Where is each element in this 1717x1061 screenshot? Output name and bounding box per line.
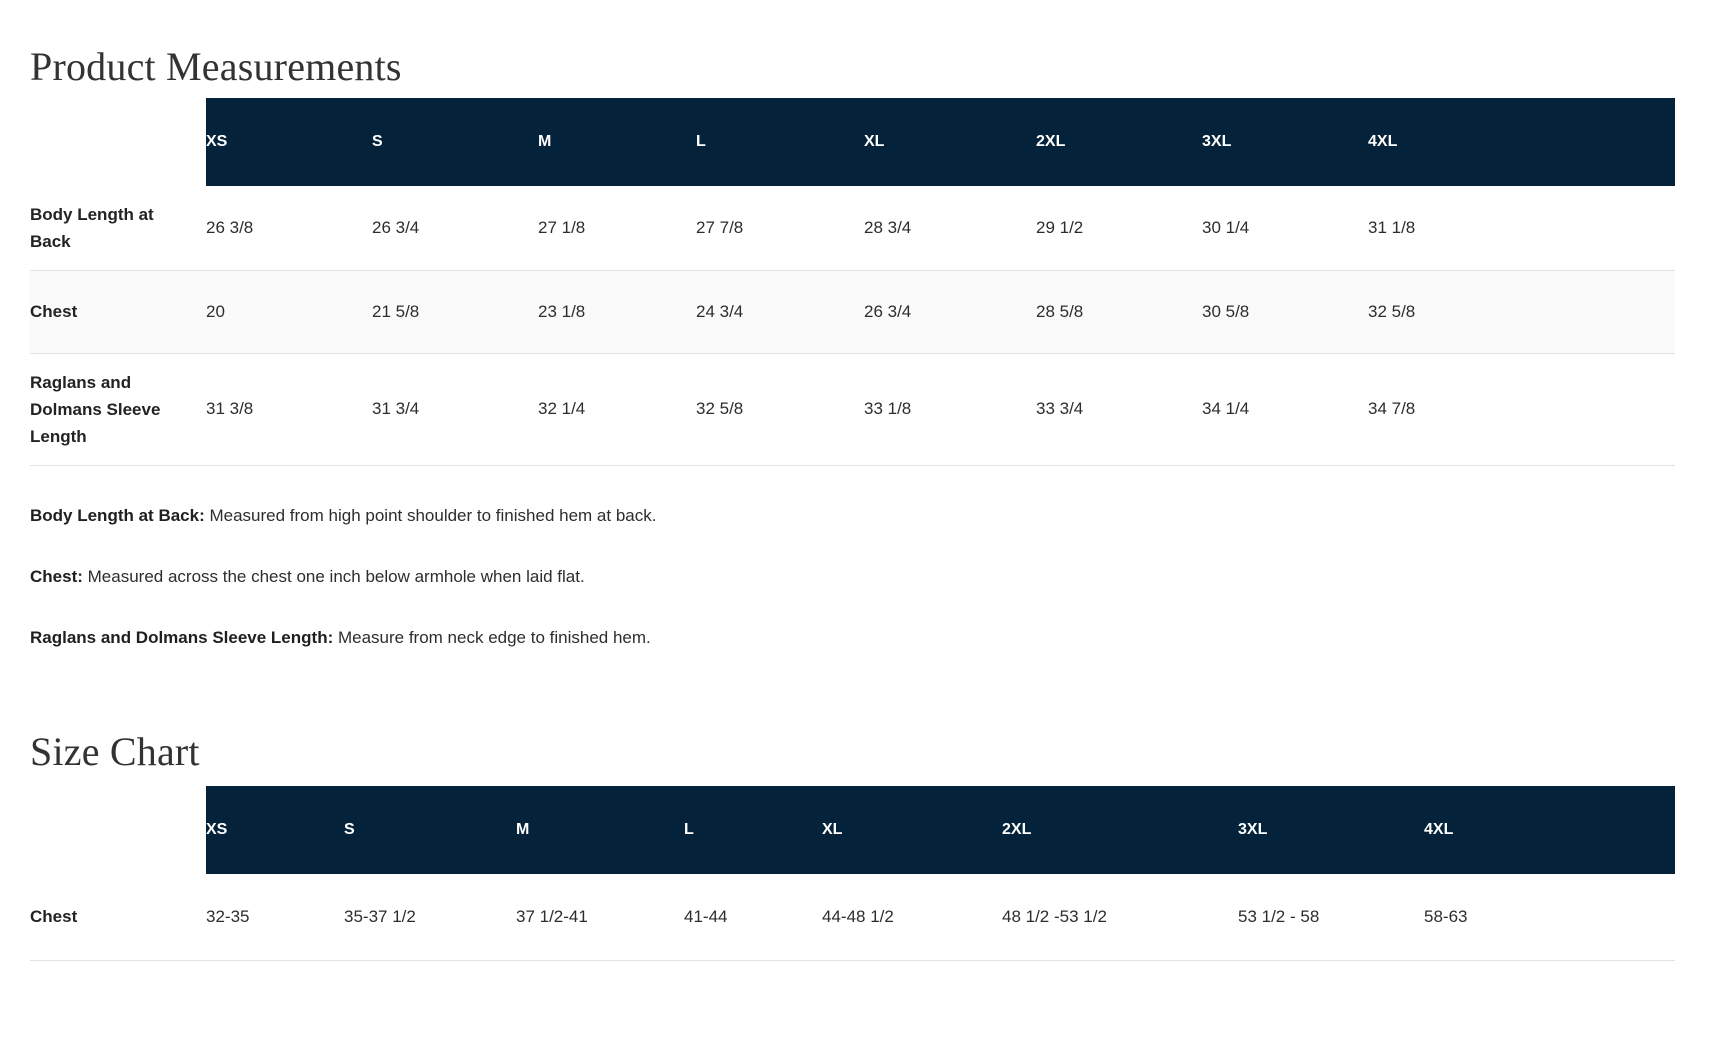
- cell-chest-4xl: 32 5/8: [1368, 270, 1675, 354]
- cell-sizechart-chest-xs: 32-35: [206, 874, 344, 961]
- column-header-l: L: [684, 786, 822, 874]
- column-header-2xl: 2XL: [1036, 98, 1202, 186]
- cell-raglans-2xl: 33 3/4: [1036, 353, 1202, 466]
- description-text: Measure from neck edge to finished hem.: [333, 628, 651, 647]
- cell-body-length-3xl: 30 1/4: [1202, 186, 1368, 271]
- description-chest: Chest: Measured across the chest one inc…: [30, 565, 1330, 589]
- product-measurements-heading: Product Measurements: [30, 43, 402, 89]
- cell-body-length-xs: 26 3/8: [206, 186, 372, 271]
- cell-chest-xs: 20: [206, 270, 372, 354]
- cell-sizechart-chest-l: 41-44: [684, 874, 822, 961]
- table-body: Body Length at Back 26 3/8 26 3/4 27 1/8…: [30, 186, 1675, 466]
- column-header-l: L: [696, 98, 864, 186]
- row-label-header: [30, 98, 206, 186]
- size-chart-heading: Size Chart: [30, 728, 200, 774]
- description-body-length-at-back: Body Length at Back: Measured from high …: [30, 504, 1330, 528]
- cell-body-length-s: 26 3/4: [372, 186, 538, 271]
- table-row: Chest 20 21 5/8 23 1/8 24 3/4 26 3/4 28 …: [30, 270, 1675, 354]
- cell-body-length-2xl: 29 1/2: [1036, 186, 1202, 271]
- description-text: Measured from high point shoulder to fin…: [204, 506, 657, 525]
- cell-body-length-l: 27 7/8: [696, 186, 864, 271]
- column-header-4xl: 4XL: [1424, 786, 1675, 874]
- cell-chest-2xl: 28 5/8: [1036, 270, 1202, 354]
- column-header-s: S: [344, 786, 516, 874]
- table-body: Chest 32-35 35-37 1/2 37 1/2-41 41-44 44…: [30, 874, 1675, 961]
- measurement-descriptions: Body Length at Back: Measured from high …: [30, 487, 1330, 650]
- cell-chest-l: 24 3/4: [696, 270, 864, 354]
- cell-raglans-xl: 33 1/8: [864, 353, 1036, 466]
- cell-sizechart-chest-s: 35-37 1/2: [344, 874, 516, 961]
- cell-chest-m: 23 1/8: [538, 270, 696, 354]
- cell-raglans-4xl: 34 7/8: [1368, 353, 1675, 466]
- description-raglans-dolmans-sleeve-length: Raglans and Dolmans Sleeve Length: Measu…: [30, 626, 1330, 650]
- column-header-4xl: 4XL: [1368, 98, 1675, 186]
- cell-raglans-s: 31 3/4: [372, 353, 538, 466]
- cell-sizechart-chest-2xl: 48 1/2 -53 1/2: [1002, 874, 1238, 961]
- cell-raglans-xs: 31 3/8: [206, 353, 372, 466]
- header-row: XS S M L XL 2XL 3XL 4XL: [30, 786, 1675, 874]
- product-measurements-table: XS S M L XL 2XL 3XL 4XL Body Length at B…: [30, 98, 1675, 466]
- table-row: Chest 32-35 35-37 1/2 37 1/2-41 41-44 44…: [30, 874, 1675, 961]
- column-header-xl: XL: [864, 98, 1036, 186]
- cell-chest-xl: 26 3/4: [864, 270, 1036, 354]
- column-header-2xl: 2XL: [1002, 786, 1238, 874]
- table-header: XS S M L XL 2XL 3XL 4XL: [30, 786, 1675, 874]
- row-label-chest: Chest: [30, 874, 206, 961]
- row-label-header: [30, 786, 206, 874]
- table-row: Raglans and Dolmans Sleeve Length 31 3/8…: [30, 353, 1675, 466]
- cell-body-length-m: 27 1/8: [538, 186, 696, 271]
- cell-sizechart-chest-m: 37 1/2-41: [516, 874, 684, 961]
- description-label: Raglans and Dolmans Sleeve Length:: [30, 628, 334, 647]
- cell-raglans-m: 32 1/4: [538, 353, 696, 466]
- header-row: XS S M L XL 2XL 3XL 4XL: [30, 98, 1675, 186]
- column-header-xs: XS: [206, 786, 344, 874]
- column-header-s: S: [372, 98, 538, 186]
- size-chart-table: XS S M L XL 2XL 3XL 4XL Chest 32-35 35-3…: [30, 786, 1675, 961]
- cell-chest-3xl: 30 5/8: [1202, 270, 1368, 354]
- cell-raglans-l: 32 5/8: [696, 353, 864, 466]
- row-label-raglans-dolmans-sleeve-length: Raglans and Dolmans Sleeve Length: [30, 353, 206, 466]
- table-row: Body Length at Back 26 3/8 26 3/4 27 1/8…: [30, 186, 1675, 271]
- description-label: Chest:: [30, 567, 83, 586]
- cell-sizechart-chest-4xl: 58-63: [1424, 874, 1675, 961]
- column-header-3xl: 3XL: [1202, 98, 1368, 186]
- column-header-xl: XL: [822, 786, 1002, 874]
- column-header-m: M: [538, 98, 696, 186]
- description-text: Measured across the chest one inch below…: [82, 567, 585, 586]
- cell-chest-s: 21 5/8: [372, 270, 538, 354]
- column-header-xs: XS: [206, 98, 372, 186]
- cell-sizechart-chest-xl: 44-48 1/2: [822, 874, 1002, 961]
- cell-body-length-4xl: 31 1/8: [1368, 186, 1675, 271]
- table-header: XS S M L XL 2XL 3XL 4XL: [30, 98, 1675, 186]
- description-label: Body Length at Back:: [30, 506, 205, 525]
- column-header-3xl: 3XL: [1238, 786, 1424, 874]
- cell-body-length-xl: 28 3/4: [864, 186, 1036, 271]
- cell-raglans-3xl: 34 1/4: [1202, 353, 1368, 466]
- row-label-chest: Chest: [30, 270, 206, 354]
- cell-sizechart-chest-3xl: 53 1/2 - 58: [1238, 874, 1424, 961]
- row-label-body-length-at-back: Body Length at Back: [30, 186, 206, 271]
- column-header-m: M: [516, 786, 684, 874]
